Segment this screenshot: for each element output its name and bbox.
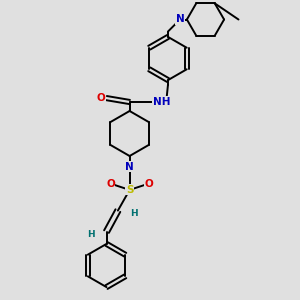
- Text: H: H: [130, 209, 137, 218]
- Text: NH: NH: [153, 97, 170, 107]
- Text: S: S: [126, 185, 133, 195]
- Text: N: N: [176, 14, 184, 25]
- Text: O: O: [144, 178, 153, 189]
- Text: H: H: [87, 230, 95, 239]
- Text: N: N: [125, 161, 134, 172]
- Text: O: O: [106, 178, 115, 189]
- Text: O: O: [97, 93, 106, 103]
